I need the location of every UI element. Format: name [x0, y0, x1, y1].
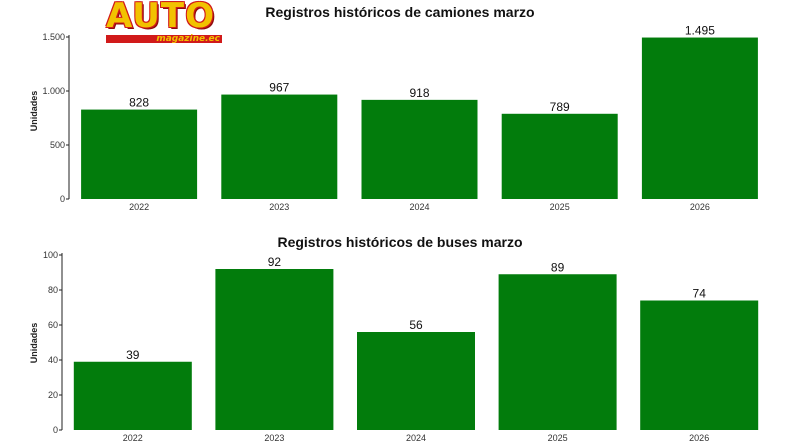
- x-tick-label: 2022: [129, 202, 149, 212]
- data-label: 74: [693, 287, 707, 301]
- y-tick-label: 100: [43, 250, 58, 260]
- y-tick-label: 60: [48, 320, 58, 330]
- data-label: 1.495: [685, 24, 715, 38]
- data-label: 789: [550, 100, 570, 114]
- logo-wordmark: AUTO: [106, 0, 215, 36]
- x-tick-label: 2025: [548, 433, 568, 443]
- data-label: 918: [409, 86, 429, 100]
- x-tick-label: 2024: [409, 202, 429, 212]
- x-tick-label: 2025: [550, 202, 570, 212]
- chart-buses-svg: Registros históricos de buses marzo Unid…: [29, 234, 759, 443]
- chart-title: Registros históricos de buses marzo: [277, 234, 522, 250]
- x-tick-label: 2024: [406, 433, 426, 443]
- chart-camiones: Registros históricos de camiones marzo U…: [0, 0, 800, 222]
- y-tick-label: 40: [48, 355, 58, 365]
- data-label: 56: [409, 318, 423, 332]
- x-tick-label: 2023: [264, 433, 284, 443]
- bar-2023: [221, 94, 338, 199]
- data-label: 828: [129, 96, 149, 110]
- brand-logo: AUTO magazine.ec: [104, 0, 226, 48]
- bar-2022: [73, 361, 192, 430]
- chart-title: Registros históricos de camiones marzo: [265, 4, 534, 20]
- bar-2025: [498, 274, 617, 430]
- bar-2023: [215, 269, 334, 430]
- y-axis-label: Unidades: [29, 323, 39, 364]
- bar-2024: [361, 99, 478, 199]
- data-label: 967: [269, 81, 289, 95]
- chart-camiones-svg: Registros históricos de camiones marzo U…: [29, 4, 758, 212]
- data-label: 92: [268, 255, 282, 269]
- y-tick-label: 0: [60, 194, 65, 204]
- x-tick-label: 2022: [123, 433, 143, 443]
- logo-subtext: magazine.ec: [156, 34, 220, 44]
- bar-2022: [81, 109, 198, 199]
- bar-2026: [641, 37, 758, 199]
- x-tick-label: 2026: [689, 433, 709, 443]
- x-tick-label: 2023: [269, 202, 289, 212]
- y-tick-label: 500: [50, 140, 65, 150]
- bar-2025: [501, 113, 618, 199]
- y-tick-label: 1.000: [42, 86, 65, 96]
- y-tick-label: 0: [53, 425, 58, 435]
- y-tick-label: 80: [48, 285, 58, 295]
- data-label: 89: [551, 260, 565, 274]
- plot-area: 0 500 1.000 1.500 828 2022 967 2023 918 2024 789 20…: [42, 24, 758, 212]
- data-label: 39: [126, 348, 140, 362]
- y-axis-label: Unidades: [29, 91, 39, 132]
- bar-2024: [357, 332, 475, 430]
- bar-2026: [640, 300, 759, 430]
- plot-area: 0 20 40 60 80 100 39 2022 92 2023 56 2024 89 2025 74 20…: [43, 250, 759, 443]
- chart-buses: Registros históricos de buses marzo Unid…: [0, 228, 800, 445]
- x-tick-label: 2026: [690, 202, 710, 212]
- logo-underline: [106, 35, 222, 43]
- y-tick-label: 20: [48, 390, 58, 400]
- y-tick-label: 1.500: [42, 32, 65, 42]
